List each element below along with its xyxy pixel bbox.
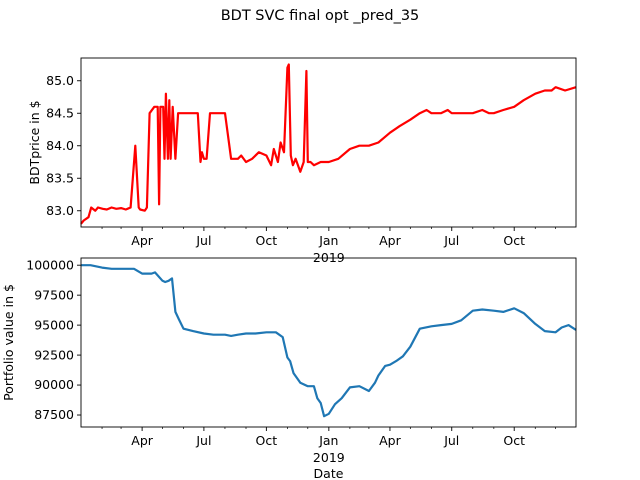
x-tick-label: Apr — [131, 233, 153, 248]
figure-title: BDT SVC final opt _pred_35 — [220, 8, 420, 24]
y-tick-label: 84.0 — [46, 138, 74, 153]
y-tick-label: 83.0 — [46, 203, 74, 218]
x-axis-label: Date — [314, 466, 344, 480]
x-tick-label: Oct — [503, 433, 525, 448]
x-tick-label: Oct — [256, 233, 278, 248]
y-tick-label: 83.5 — [46, 170, 74, 185]
x-tick-label: Apr — [131, 433, 153, 448]
x-tick-label: Jan — [318, 433, 338, 448]
y-tick-label: 95000 — [34, 317, 74, 332]
y-axis-label: Portfolio value in $ — [1, 284, 16, 401]
y-tick-label: 85.0 — [46, 73, 74, 88]
y-tick-label: 100000 — [26, 257, 74, 272]
y-tick-label: 97500 — [34, 287, 74, 302]
x-tick-label: Jul — [443, 233, 459, 248]
axes-frame — [80, 57, 577, 228]
x-tick-label: Jan — [318, 233, 338, 248]
x-year-label: 2019 — [313, 250, 345, 265]
y-tick-label: 92500 — [34, 347, 74, 362]
x-tick-label: Jul — [195, 233, 211, 248]
portfolio-chart: 87500 90000 92500 95000 97500 100000 Apr Jul Oct… — [1, 257, 577, 480]
axes-frame — [80, 257, 577, 428]
y-tick-label: 90000 — [34, 377, 74, 392]
x-tick-label: Apr — [379, 433, 401, 448]
series-line-0 — [80, 63, 577, 225]
x-tick-label: Oct — [503, 233, 525, 248]
y-tick-label: 84.5 — [46, 105, 74, 120]
series-line-0 — [81, 264, 577, 418]
x-tick-label: Oct — [256, 433, 278, 448]
x-tick-label: Jul — [195, 433, 211, 448]
x-year-label: 2019 — [313, 450, 345, 465]
price-chart: 83.0 83.5 84.0 84.5 85.0 Apr Jul Oct Jan Apr Jul Oc… — [27, 57, 577, 265]
x-tick-label: Jul — [443, 433, 459, 448]
y-tick-label: 87500 — [34, 407, 74, 422]
y-axis-label: BDTprice in $ — [27, 100, 42, 184]
x-tick-label: Apr — [379, 233, 401, 248]
